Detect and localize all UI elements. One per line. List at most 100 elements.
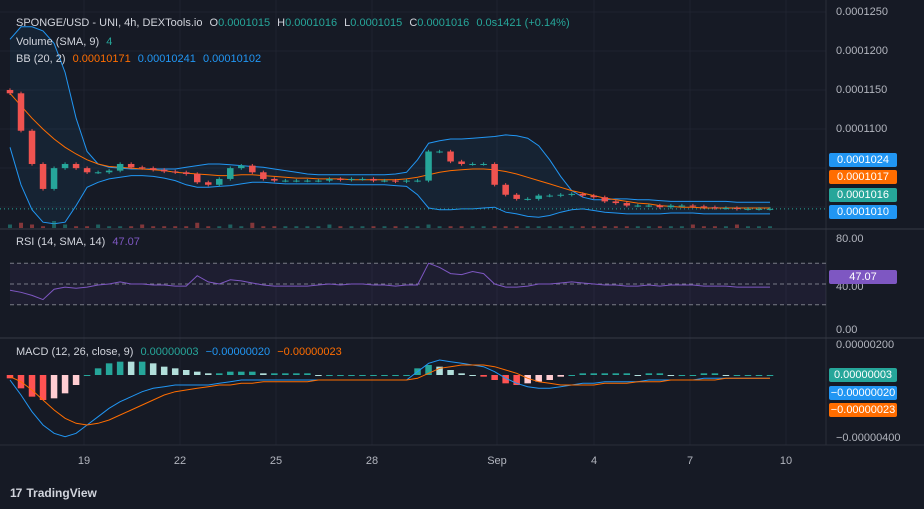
macd-histogram-bar [381, 375, 388, 376]
candle-body [149, 168, 157, 170]
macd-histogram-bar [315, 375, 322, 376]
macd-histogram-bar [502, 375, 509, 384]
high-value: 0.0001016 [285, 17, 338, 29]
candle-body [260, 172, 267, 179]
macd-histogram-bar [61, 375, 69, 394]
low-value: 0.0001015 [350, 17, 403, 29]
volume-bar [107, 226, 112, 228]
volume-bar [536, 226, 541, 228]
candle-body [755, 208, 763, 210]
volume-bar [624, 226, 629, 228]
rsi-axis-label: 80.00 [836, 233, 864, 245]
rsi-legend[interactable]: RSI (14, SMA, 14) 47.07 [16, 236, 144, 248]
candle-body [282, 180, 289, 182]
macd-histogram-bar [634, 375, 642, 376]
candle-body [392, 180, 399, 182]
candle-body [182, 172, 190, 174]
rsi-label: RSI (14, SMA, 14) [16, 236, 106, 248]
macd-histogram-bar [546, 375, 553, 380]
volume-legend[interactable]: Volume (SMA, 9) 4 [16, 36, 116, 48]
volume-bar [349, 226, 354, 228]
macd-histogram-bar [491, 375, 498, 380]
macd-tag-line: −0.00000020 [829, 386, 897, 400]
candle-body [678, 205, 686, 207]
volume-bar [613, 226, 618, 228]
macd-histogram-bar [348, 375, 355, 376]
macd-histogram-bar [579, 373, 587, 375]
volume-bar [756, 226, 761, 228]
candle-body [612, 201, 620, 204]
volume-bar [393, 226, 398, 228]
candle-body [623, 203, 631, 206]
candle-body [105, 170, 113, 173]
bb-legend[interactable]: BB (20, 2) 0.00010171 0.00010241 0.00010… [16, 53, 265, 65]
volume-bar [415, 226, 420, 228]
brand-name: TradingView [26, 486, 97, 500]
candle-body [744, 208, 752, 210]
volume-bar [195, 222, 200, 228]
price-axis-label: 0.0001250 [836, 6, 888, 18]
candle-body [634, 205, 642, 207]
candle-body [337, 178, 344, 180]
candle-body [370, 178, 377, 181]
volume-bar [558, 226, 563, 228]
volume-bar [602, 226, 607, 228]
bb-basis-line [9, 92, 770, 209]
macd-histogram-bar [535, 375, 542, 382]
volume-bar [745, 226, 750, 228]
volume-bar [448, 226, 453, 228]
macd-histogram-bar [722, 375, 730, 376]
macd-histogram-bar [171, 368, 179, 375]
candle-body [227, 168, 234, 179]
candle-body [436, 151, 443, 153]
time-axis-label: Sep [487, 455, 507, 467]
tradingview-brand[interactable]: 17 TradingView [10, 486, 97, 500]
macd-histogram-bar [271, 373, 278, 375]
bb-lower-value: 0.00010102 [202, 53, 262, 65]
macd-histogram-bar [447, 370, 454, 375]
volume-bar [140, 224, 145, 228]
tradingview-logo-icon: 17 [10, 486, 22, 500]
candle-body [17, 93, 25, 131]
macd-histogram-bar [326, 375, 333, 376]
candle-body [39, 163, 47, 189]
volume-bar [492, 226, 497, 228]
volume-bar [305, 226, 310, 228]
macd-histogram-bar [337, 375, 344, 376]
macd-histogram-bar [260, 373, 267, 375]
candle-body [524, 198, 531, 200]
candle-body [403, 180, 410, 182]
candle-body [689, 205, 697, 207]
volume-bar [382, 226, 387, 228]
macd-histogram-bar [282, 373, 289, 375]
macd-histogram-bar [733, 375, 741, 376]
macd-histogram-bar [182, 370, 190, 375]
macd-histogram-bar [94, 368, 102, 375]
candle-body [216, 178, 223, 185]
candle-body [326, 178, 333, 181]
volume-bar [360, 226, 365, 228]
volume-bar [668, 226, 673, 228]
candle-body [127, 163, 135, 168]
symbol-title[interactable]: SPONGE/USD - UNI, 4h, DEXTools.io [16, 17, 203, 29]
rsi-axis-label: 0.00 [836, 324, 858, 336]
candle-body [271, 178, 278, 181]
rsi-pane [9, 262, 826, 306]
candle-body [546, 195, 553, 197]
volume-bar [547, 226, 552, 228]
volume-bar [657, 226, 662, 228]
volume-bar [768, 226, 772, 228]
macd-histogram-bar [205, 373, 212, 375]
macd-signal-value: −0.00000023 [277, 346, 342, 358]
volume-bar [481, 226, 486, 228]
macd-histogram-bar [39, 375, 47, 400]
volume-bar [173, 226, 178, 228]
candle-body [83, 168, 91, 173]
macd-axis-label: 0.00000200 [836, 339, 895, 351]
volume-bar [19, 222, 24, 228]
volume-bar [459, 226, 464, 228]
volume-bar [569, 226, 574, 228]
macd-histogram-bar [711, 373, 719, 375]
candle-body [656, 205, 664, 208]
macd-legend[interactable]: MACD (12, 26, close, 9) 0.00000003 −0.00… [16, 346, 346, 358]
